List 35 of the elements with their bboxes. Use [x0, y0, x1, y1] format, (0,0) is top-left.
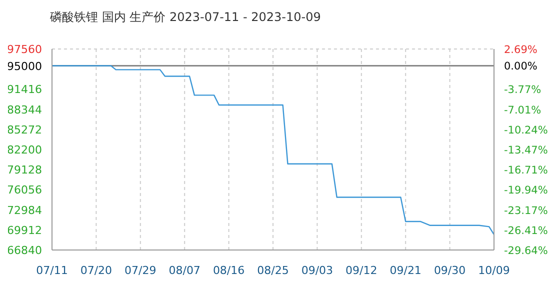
y-tick-label: 91416 — [7, 83, 42, 96]
y-tick-label: 97560 — [7, 43, 42, 56]
x-tick-label: 07/11 — [36, 264, 68, 277]
y2-tick-label: -19.94% — [504, 184, 548, 197]
y-tick-label: 88344 — [7, 103, 42, 116]
y2-tick-label: -23.17% — [504, 204, 548, 217]
line-series — [52, 65, 494, 236]
chart-title: 磷酸铁锂 国内 生产价 2023-07-11 - 2023-10-09 — [49, 9, 322, 26]
y-tick-label: 95000 — [7, 60, 42, 73]
x-tick-label: 08/25 — [257, 264, 289, 277]
y-tick-label: 69912 — [7, 224, 42, 237]
x-tick-label: 09/30 — [434, 264, 466, 277]
x-tick-label: 09/21 — [390, 264, 422, 277]
y2-tick-label: -10.24% — [504, 124, 548, 136]
y-tick-label: 82200 — [7, 144, 42, 156]
x-tick-label: 08/07 — [168, 264, 200, 277]
y2-tick-label: -3.77% — [504, 84, 542, 96]
y-tick-label: 76056 — [7, 184, 42, 197]
x-tick-label: 10/09 — [478, 264, 510, 277]
x-tick-label: 09/12 — [346, 264, 378, 277]
x-tick-label: 07/29 — [124, 264, 156, 277]
y2-tick-label: -7.01% — [504, 104, 542, 116]
y2-tick-label: 2.69% — [504, 44, 538, 56]
y2-tick-label: -16.71% — [504, 164, 548, 177]
y-tick-label: 72984 — [7, 204, 42, 217]
y2-tick-label: -26.41% — [504, 224, 548, 237]
y2-tick-label: -29.64% — [504, 245, 548, 257]
y-tick-label: 85272 — [7, 123, 42, 136]
y2-tick-label: -13.47% — [504, 144, 548, 156]
x-tick-label: 08/16 — [212, 264, 245, 277]
y-tick-label: 79128 — [7, 164, 42, 177]
x-tick-label: 09/03 — [301, 264, 334, 277]
y2-tick-label: 0.00% — [504, 60, 538, 73]
y-tick-label: 66840 — [7, 244, 42, 257]
x-tick-label: 07/20 — [80, 264, 112, 277]
